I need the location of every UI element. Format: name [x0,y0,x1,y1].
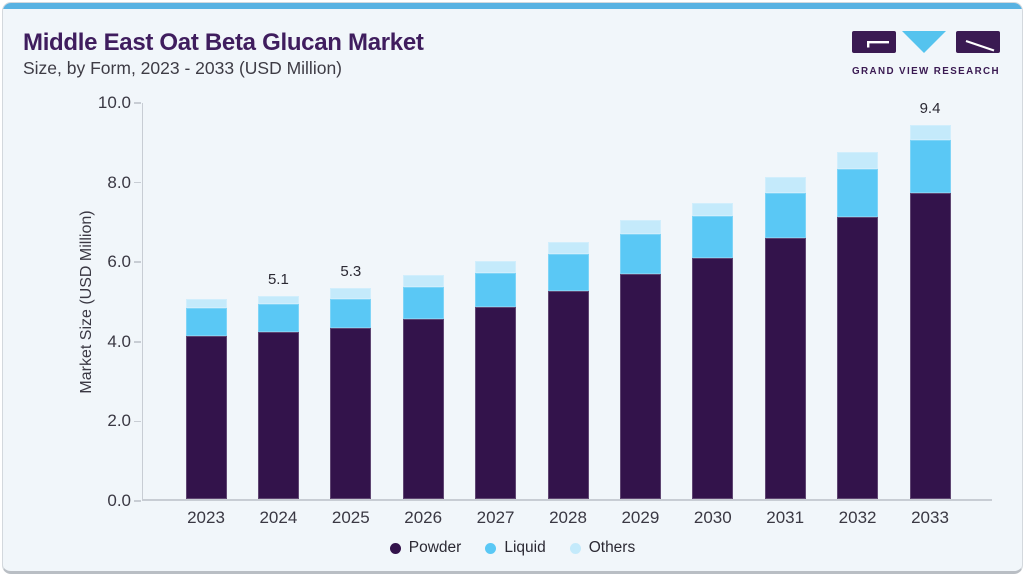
x-tick-label: 2029 [621,508,660,527]
logo-text: GRAND VIEW RESEARCH [852,65,1000,77]
y-tick-mark [134,181,141,184]
bar-segment-others-2028 [547,241,589,255]
bar-segment-others-2026 [402,274,444,288]
bar-segment-others-2027 [475,261,517,274]
others-swatch-icon [569,542,581,554]
x-tick-label: 2026 [404,508,443,527]
bar-value-label: 9.4 [919,99,941,117]
legend-label: Liquid [504,539,546,556]
legend-label: Powder [408,539,462,556]
x-tick-label: 2027 [476,508,515,527]
legend-label: Others [588,539,636,556]
bar-segment-powder-2032 [837,217,879,499]
bar-segment-others-2025 [330,288,372,300]
bar-segment-liquid-2026 [402,287,444,320]
bar-segment-powder-2027 [475,307,517,499]
legend-item-liquid: Liquid [485,539,546,557]
bar-segment-others-2023 [185,298,227,308]
bar-segment-liquid-2033 [909,140,951,193]
x-tick-label: 2033 [911,508,949,527]
y-tick-mark [134,500,141,502]
bar-segment-liquid-2031 [764,193,806,239]
y-tick-label: 8.0 [107,172,131,192]
x-tick-label: 2030 [693,508,732,527]
y-tick-mark [134,341,141,343]
bar-segment-others-2031 [764,177,806,194]
y-axis-title: Market Size (USD Million) [78,210,95,394]
y-tick-mark [134,420,141,423]
legend-item-powder: Powder [389,539,462,557]
bar-segment-powder-2029 [619,274,661,499]
plot-area: 0.0 2.0 4.0 6.0 8.0 10.0 2023 2024 5.1 2025 5.3 202… [98,93,992,527]
bar-segment-liquid-2027 [475,273,517,308]
y-tick-label: 10.0 [97,93,131,112]
bar-segment-powder-2028 [547,290,589,499]
page-title: Middle East Oat Beta Glucan Market [23,29,424,56]
bar-segment-powder-2030 [692,258,734,499]
logo-v-icon [902,31,946,53]
x-tick-label: 2024 [259,508,298,527]
bar-segment-others-2029 [619,220,661,234]
y-tick-label: 4.0 [107,331,131,351]
bar-segment-powder-2024 [257,331,299,499]
page-subtitle: Size, by Form, 2023 - 2033 (USD Million) [23,58,342,78]
x-tick-label: 2025 [331,508,370,527]
bar-value-label: 5.1 [267,271,289,289]
legend-item-others: Others [569,539,636,557]
y-tick-mark [134,261,141,263]
bar-segment-powder-2033 [909,192,951,499]
bar-segment-liquid-2028 [547,254,589,291]
bar-segment-liquid-2032 [837,169,879,218]
bar-segment-powder-2031 [764,238,806,499]
y-tick-mark [134,102,141,104]
bar-segment-liquid-2024 [257,304,299,332]
liquid-swatch-icon [485,542,497,554]
bar-segment-powder-2026 [402,319,444,499]
accent-strip [3,3,1022,9]
bar-segment-powder-2025 [330,327,372,499]
bar-value-label: 5.3 [340,263,362,281]
bar-segment-liquid-2029 [619,233,661,275]
bar-segment-liquid-2025 [330,299,372,328]
y-tick-label: 2.0 [107,411,131,431]
logo-r-icon [956,31,1000,53]
powder-swatch-icon [389,542,401,554]
x-tick-label: 2032 [838,508,877,527]
bar-segment-others-2032 [837,152,879,170]
bar-segment-others-2024 [257,296,299,305]
legend: Powder Liquid Others [3,539,1022,557]
grand-view-research-logo: GRAND VIEW RESEARCH [852,31,1000,77]
bar-segment-powder-2023 [185,335,227,499]
x-tick-label: 2028 [549,508,587,527]
bar-segment-liquid-2030 [692,216,734,259]
x-tick-label: 2023 [187,508,225,527]
bar-segment-others-2033 [909,124,951,141]
logo-g-icon [852,31,896,53]
y-tick-label: 6.0 [107,252,131,272]
x-tick-label: 2031 [766,508,805,527]
bar-segment-others-2030 [692,203,734,217]
y-tick-label: 0.0 [107,491,131,510]
bar-segment-liquid-2023 [185,307,227,336]
